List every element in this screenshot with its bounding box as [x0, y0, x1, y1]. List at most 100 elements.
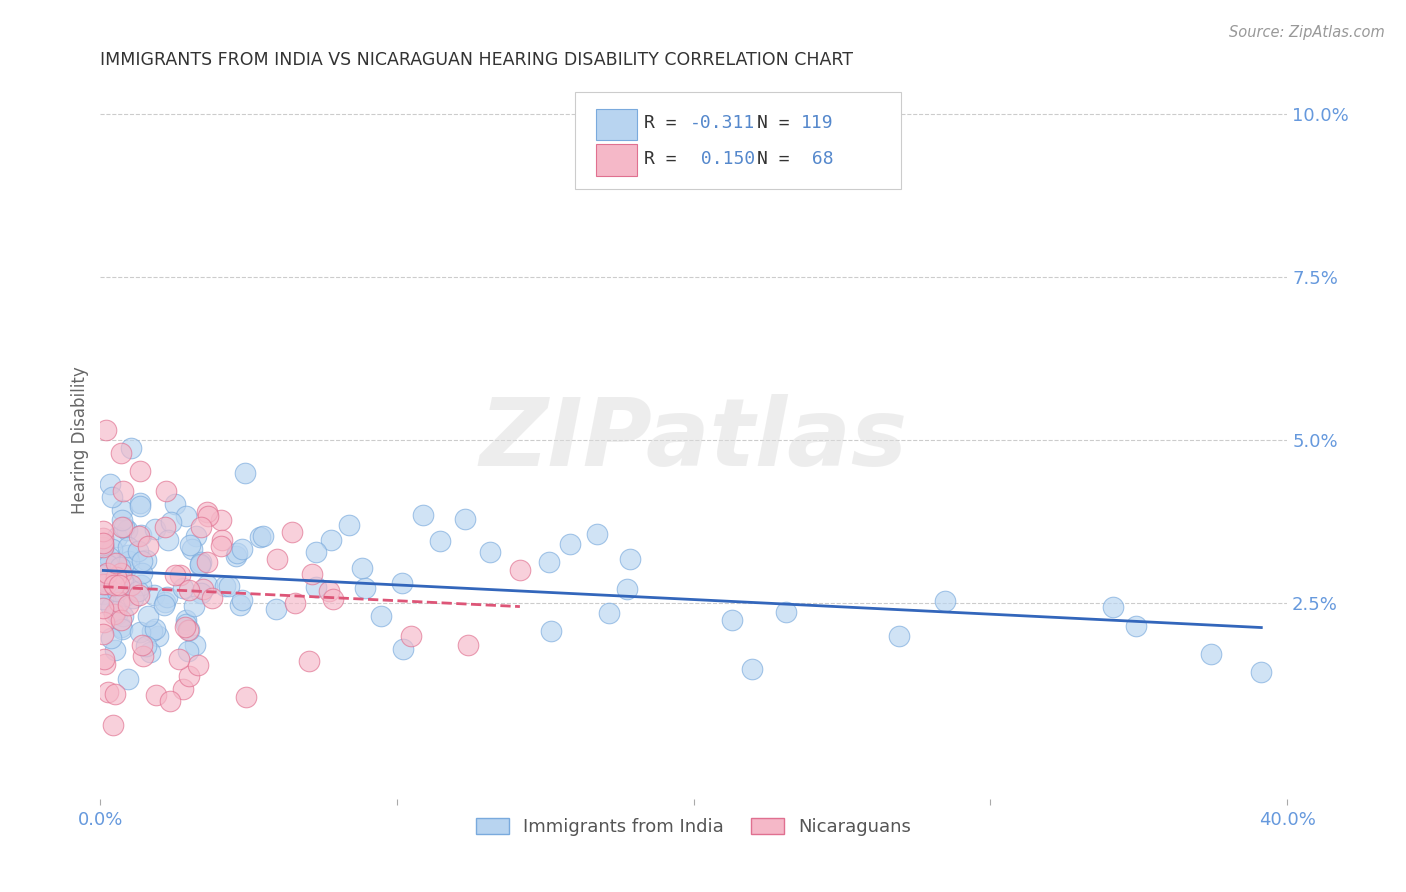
Immigrants from India [190, 558, 212, 573]
Text: ZIPatlas: ZIPatlas [479, 394, 908, 486]
Immigrants from India [127, 544, 149, 558]
Immigrants from India [184, 529, 207, 543]
Immigrants from India [153, 595, 176, 609]
Nicaraguans [120, 578, 142, 592]
Immigrants from India [115, 523, 138, 537]
Immigrants from India [352, 560, 374, 574]
Immigrants from India [190, 555, 212, 569]
Nicaraguans [153, 520, 176, 534]
FancyBboxPatch shape [596, 109, 637, 140]
Nicaraguans [128, 464, 150, 478]
Immigrants from India [721, 613, 744, 627]
Nicaraguans [91, 531, 114, 545]
Immigrants from India [129, 528, 152, 542]
Immigrants from India [104, 643, 127, 657]
Immigrants from India [157, 533, 180, 547]
Immigrants from India [305, 580, 328, 594]
Immigrants from India [110, 560, 132, 574]
Immigrants from India [94, 574, 117, 588]
Immigrants from India [537, 555, 560, 569]
Immigrants from India [128, 496, 150, 510]
Immigrants from India [145, 522, 167, 536]
Legend: Immigrants from India, Nicaraguans: Immigrants from India, Nicaraguans [470, 811, 918, 844]
Immigrants from India [143, 588, 166, 602]
Nicaraguans [103, 607, 125, 621]
Immigrants from India [101, 541, 124, 556]
Immigrants from India [156, 590, 179, 604]
Nicaraguans [110, 613, 132, 627]
Immigrants from India [117, 540, 139, 554]
Immigrants from India [337, 518, 360, 533]
Immigrants from India [391, 576, 413, 591]
Immigrants from India [225, 549, 247, 563]
Immigrants from India [100, 631, 122, 645]
Immigrants from India [233, 466, 256, 480]
Immigrants from India [370, 609, 392, 624]
Immigrants from India [112, 519, 135, 533]
Immigrants from India [889, 629, 911, 643]
Nicaraguans [91, 536, 114, 550]
Nicaraguans [211, 533, 233, 547]
Immigrants from India [392, 642, 415, 657]
Immigrants from India [741, 662, 763, 676]
Nicaraguans [131, 639, 153, 653]
Nicaraguans [177, 669, 200, 683]
Nicaraguans [91, 601, 114, 615]
Nicaraguans [108, 595, 131, 609]
Immigrants from India [190, 586, 212, 600]
Immigrants from India [111, 502, 134, 516]
Immigrants from India [304, 544, 326, 558]
Immigrants from India [105, 574, 128, 588]
Immigrants from India [1199, 647, 1222, 661]
Text: 0.150: 0.150 [690, 150, 755, 168]
Immigrants from India [183, 638, 205, 652]
Nicaraguans [159, 694, 181, 708]
Nicaraguans [191, 582, 214, 597]
Immigrants from India [114, 563, 136, 577]
Immigrants from India [412, 508, 434, 522]
Immigrants from India [93, 568, 115, 582]
Immigrants from India [252, 529, 274, 543]
Nicaraguans [128, 588, 150, 602]
Nicaraguans [112, 483, 135, 498]
Immigrants from India [135, 553, 157, 567]
Text: R =: R = [644, 150, 688, 168]
Nicaraguans [209, 513, 232, 527]
Immigrants from India [429, 534, 451, 549]
Immigrants from India [139, 645, 162, 659]
Immigrants from India [148, 629, 170, 643]
Immigrants from India [174, 613, 197, 627]
Immigrants from India [1101, 600, 1123, 615]
Immigrants from India [321, 533, 343, 547]
Immigrants from India [96, 558, 118, 572]
Text: N =: N = [756, 150, 800, 168]
Immigrants from India [118, 554, 141, 568]
Immigrants from India [177, 644, 200, 658]
Immigrants from India [103, 579, 125, 593]
Immigrants from India [91, 538, 114, 552]
Nicaraguans [318, 584, 340, 599]
Y-axis label: Hearing Disability: Hearing Disability [72, 367, 89, 514]
Immigrants from India [143, 622, 166, 636]
Nicaraguans [201, 591, 224, 606]
Nicaraguans [195, 555, 218, 569]
Immigrants from India [586, 527, 609, 541]
Nicaraguans [301, 567, 323, 582]
Immigrants from India [105, 607, 128, 622]
Immigrants from India [91, 580, 114, 594]
Nicaraguans [209, 539, 232, 553]
Nicaraguans [117, 599, 139, 613]
Nicaraguans [145, 688, 167, 702]
Immigrants from India [174, 616, 197, 631]
Nicaraguans [509, 563, 531, 577]
Immigrants from India [231, 542, 253, 557]
Text: -0.311: -0.311 [690, 114, 755, 132]
Nicaraguans [266, 552, 288, 566]
Nicaraguans [172, 682, 194, 697]
Immigrants from India [226, 546, 249, 560]
Immigrants from India [195, 577, 218, 591]
FancyBboxPatch shape [575, 92, 901, 189]
Immigrants from India [616, 582, 638, 597]
Immigrants from India [97, 554, 120, 568]
Immigrants from India [128, 583, 150, 598]
